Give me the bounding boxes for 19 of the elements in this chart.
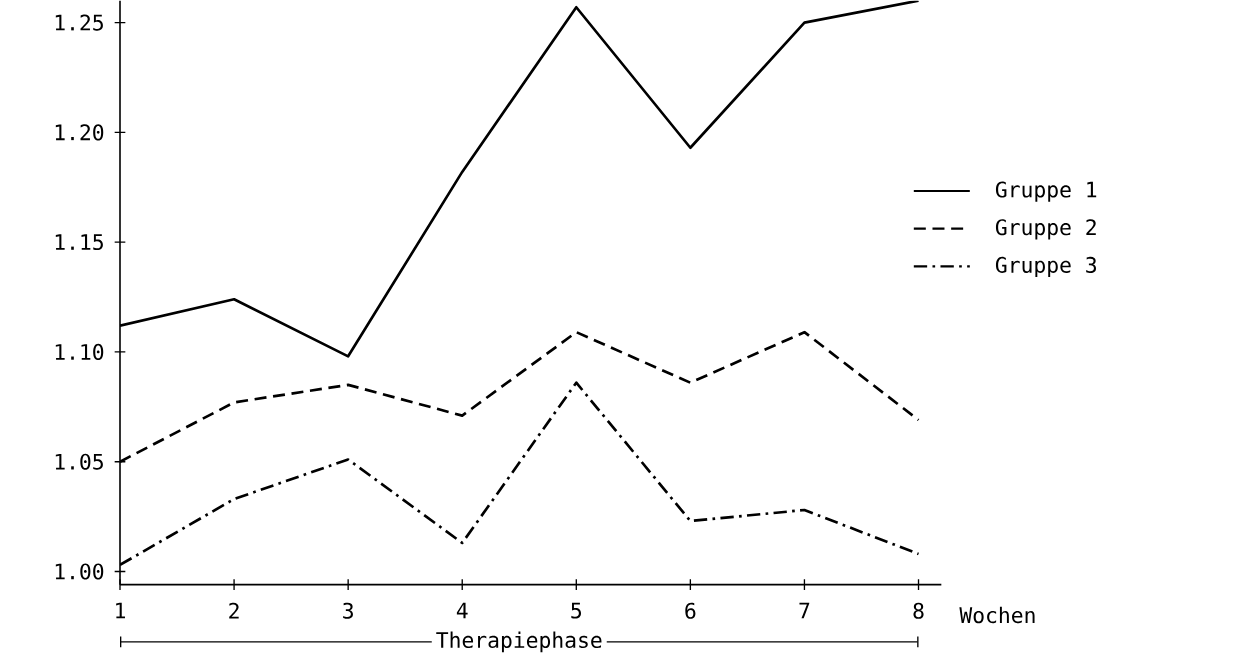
y-tick-label: 1.15 xyxy=(55,234,103,251)
y-tick-label: 1.25 xyxy=(55,14,103,31)
y-tick-label: 1.20 xyxy=(55,124,104,141)
x-tick-label: 8 xyxy=(913,602,924,619)
x-axis-title: Wochen xyxy=(959,606,1035,624)
x-tick-label: 7 xyxy=(799,602,810,619)
x-tick-label: 5 xyxy=(571,602,581,619)
x-tick-label: 6 xyxy=(685,602,696,619)
text: Therapiephase xyxy=(436,631,602,653)
legend-label: Gruppe 1 xyxy=(995,181,1097,202)
x-tick-label: 2 xyxy=(229,602,239,619)
x-tick-label: 4 xyxy=(456,602,468,619)
x-tick-label: 1 xyxy=(116,602,125,619)
y-tick-label: 1.00 xyxy=(55,563,104,580)
x-tick-label: 3 xyxy=(343,602,353,619)
y-tick-label: 1.05 xyxy=(55,453,103,470)
y-tick-label: 1.10 xyxy=(55,344,104,361)
legend-label: Gruppe 2 xyxy=(995,219,1096,240)
legend-label: Gruppe 3 xyxy=(995,257,1097,278)
